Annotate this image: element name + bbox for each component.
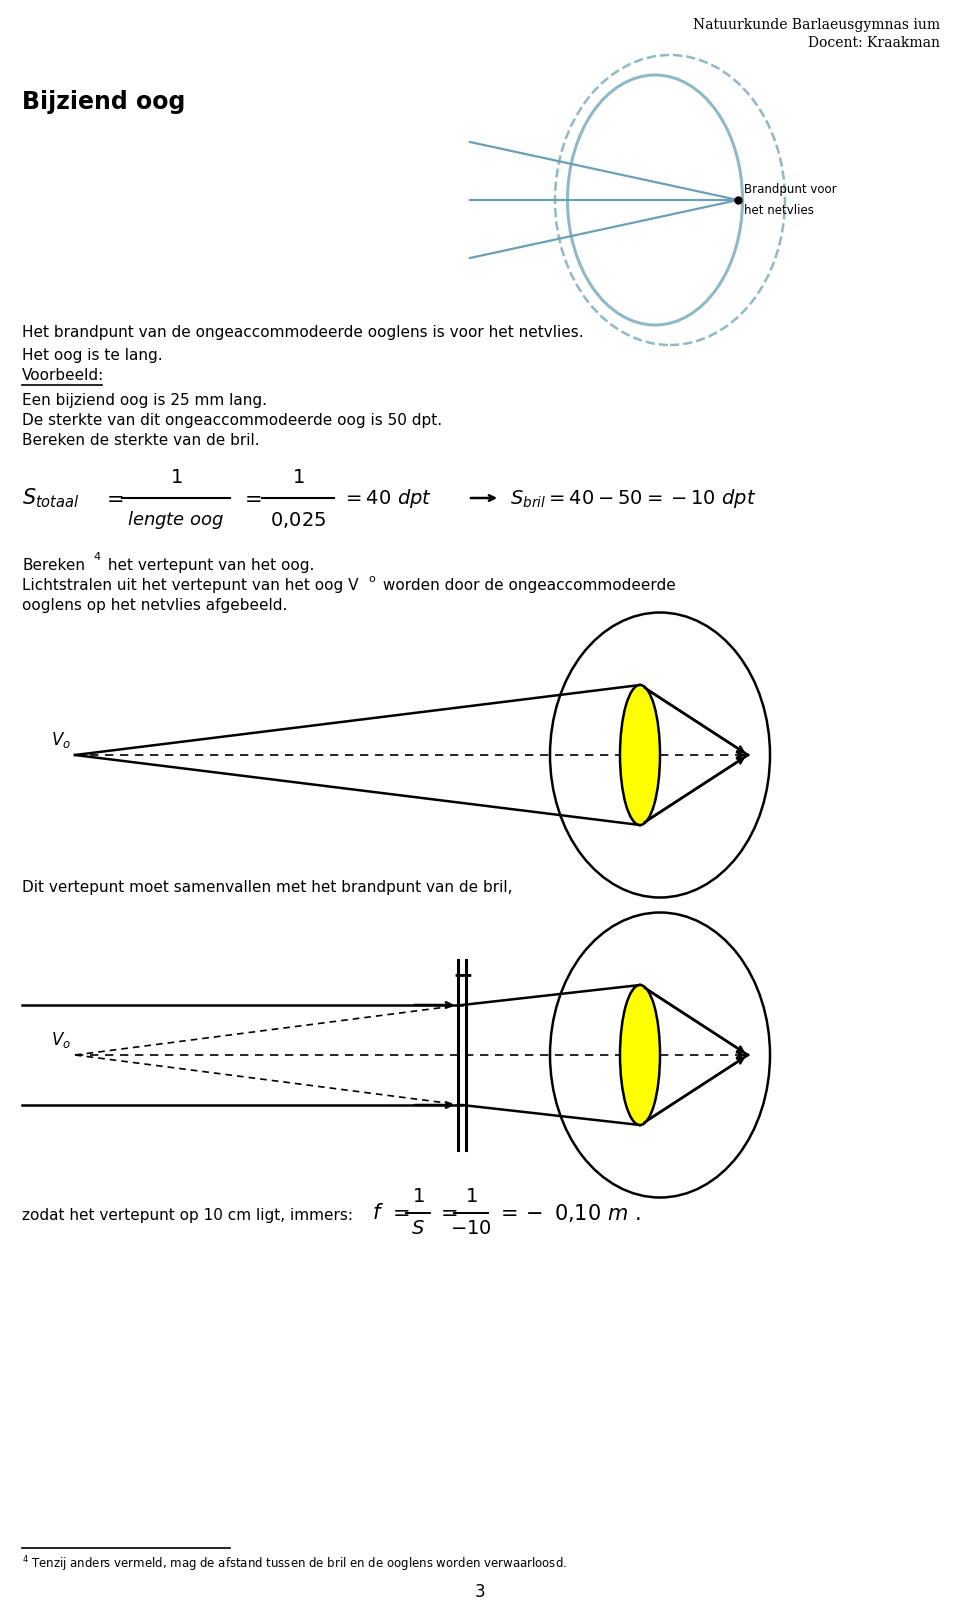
Text: Natuurkunde Barlaeusgymnas ium: Natuurkunde Barlaeusgymnas ium — [693, 18, 940, 32]
Text: Voorbeeld:: Voorbeeld: — [22, 368, 105, 382]
Text: $^4$ Tenzij anders vermeld, mag de afstand tussen de bril en de ooglens worden v: $^4$ Tenzij anders vermeld, mag de afsta… — [22, 1553, 567, 1574]
Text: $0{,}025$: $0{,}025$ — [270, 510, 326, 531]
Text: $V_o$: $V_o$ — [51, 731, 71, 750]
Text: Dit vertepunt moet samenvallen met het brandpunt van de bril,: Dit vertepunt moet samenvallen met het b… — [22, 881, 513, 895]
Text: $= -\ 0{,}10\ m\ .$: $= -\ 0{,}10\ m\ .$ — [496, 1202, 640, 1224]
Text: Bereken de sterkte van de bril.: Bereken de sterkte van de bril. — [22, 432, 259, 448]
Text: $=$: $=$ — [388, 1203, 410, 1223]
Text: $f$: $f$ — [372, 1203, 384, 1223]
Text: Bijziend oog: Bijziend oog — [22, 90, 185, 115]
Text: $S_{totaal}$: $S_{totaal}$ — [22, 486, 80, 510]
Text: $\mathbf{-}$: $\mathbf{-}$ — [452, 961, 472, 986]
Text: zodat het vertepunt op 10 cm ligt, immers:: zodat het vertepunt op 10 cm ligt, immer… — [22, 1208, 353, 1223]
Ellipse shape — [620, 686, 660, 824]
Text: Brandpunt voor: Brandpunt voor — [744, 182, 836, 197]
Text: $V_o$: $V_o$ — [51, 1031, 71, 1050]
Text: 3: 3 — [474, 1582, 486, 1602]
Text: $1$: $1$ — [292, 469, 304, 487]
Text: het vertepunt van het oog.: het vertepunt van het oog. — [103, 558, 314, 573]
Text: $= 40\ dpt$: $= 40\ dpt$ — [342, 487, 432, 510]
Text: Een bijziend oog is 25 mm lang.: Een bijziend oog is 25 mm lang. — [22, 394, 267, 408]
Text: Het oog is te lang.: Het oog is te lang. — [22, 348, 162, 363]
Text: $=$: $=$ — [436, 1203, 458, 1223]
Ellipse shape — [620, 986, 660, 1124]
Text: $1$: $1$ — [412, 1189, 424, 1207]
Text: $lengte\ oog$: $lengte\ oog$ — [127, 510, 225, 531]
Text: Lichtstralen uit het vertepunt van het oog V: Lichtstralen uit het vertepunt van het o… — [22, 577, 358, 594]
Text: $=$: $=$ — [102, 489, 124, 508]
Text: De sterkte van dit ongeaccommodeerde oog is 50 dpt.: De sterkte van dit ongeaccommodeerde oog… — [22, 413, 443, 427]
Text: $1$: $1$ — [170, 469, 182, 487]
Text: het netvlies: het netvlies — [744, 203, 814, 218]
Text: o: o — [368, 574, 374, 584]
Text: ooglens op het netvlies afgebeeld.: ooglens op het netvlies afgebeeld. — [22, 598, 287, 613]
Text: Docent: Kraakman: Docent: Kraakman — [808, 35, 940, 50]
Text: $S_{bril} = 40 - 50 = -10\ dpt$: $S_{bril} = 40 - 50 = -10\ dpt$ — [510, 487, 756, 510]
Text: $-10$: $-10$ — [450, 1219, 492, 1239]
Text: Bereken: Bereken — [22, 558, 85, 573]
Text: 4: 4 — [93, 552, 100, 561]
Text: $=$: $=$ — [240, 489, 261, 508]
Text: worden door de ongeaccommodeerde: worden door de ongeaccommodeerde — [378, 577, 676, 594]
Text: $S$: $S$ — [411, 1219, 425, 1239]
Text: $1$: $1$ — [465, 1189, 477, 1207]
Text: Het brandpunt van de ongeaccommodeerde ooglens is voor het netvlies.: Het brandpunt van de ongeaccommodeerde o… — [22, 324, 584, 340]
